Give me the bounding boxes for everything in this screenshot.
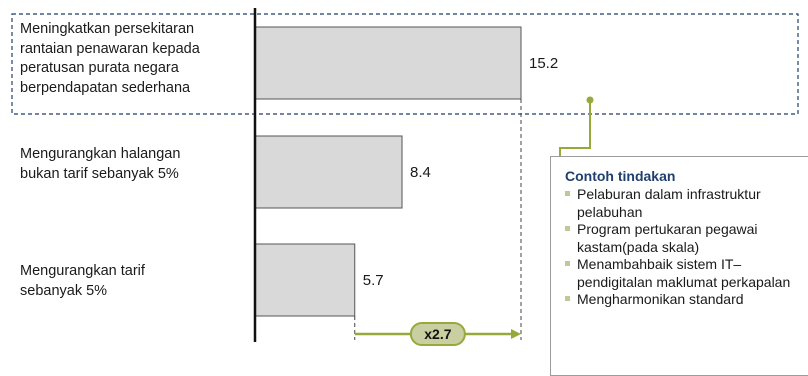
category-label-non-tariff: Mengurangkan halangan bukan tarif sebany… xyxy=(20,146,181,182)
bar-non-tariff xyxy=(254,135,403,209)
arrow-head-icon xyxy=(511,329,521,339)
multiplier-badge xyxy=(409,322,466,346)
callout-item: Menambahbaik sistem IT– pendigitalan mak… xyxy=(565,256,808,291)
callout-item-text: Mengharmonikan standard xyxy=(577,291,744,307)
callout-item-text: Pelaburan dalam infrastruktur pelabuhan xyxy=(577,186,761,220)
bullet-icon xyxy=(565,191,570,196)
value-label-non-tariff: 8.4 xyxy=(410,164,431,181)
callout-item: Program pertukaran pegawai kastam(pada s… xyxy=(565,221,808,256)
highlight-box xyxy=(11,13,799,115)
bar-tariff xyxy=(254,243,356,317)
multiplier-label: x2.7 xyxy=(424,326,451,342)
bar-chart: 15.2 8.4 5.7 x2.7 xyxy=(11,8,799,346)
callout-item-text: Program pertukaran pegawai kastam(pada s… xyxy=(577,221,758,255)
value-label-tariff: 5.7 xyxy=(363,272,384,289)
bullet-icon xyxy=(565,226,570,231)
category-label-supply-chain: Meningkatkan persekitaran rantaian penaw… xyxy=(20,21,200,96)
chart-container: 15.2 8.4 5.7 x2.7 Meningkatkan persekitaran… xyxy=(11,8,808,376)
callout-item: Pelaburan dalam infrastruktur pelabuhan xyxy=(565,186,808,221)
callout-title: Contoh tindakan xyxy=(565,168,676,184)
example-actions-callout: Contoh tindakan Pelaburan dalam infrastr… xyxy=(550,156,808,376)
value-label-supply-chain: 15.2 xyxy=(529,55,558,72)
bullet-icon xyxy=(565,261,570,266)
bar-supply-chain xyxy=(254,26,522,100)
category-label-tariff: Mengurangkan tarif sebanyak 5% xyxy=(20,263,145,299)
callout-item-text: Menambahbaik sistem IT– pendigitalan mak… xyxy=(577,256,791,290)
bullet-icon xyxy=(565,296,570,301)
callout-item: Mengharmonikan standard xyxy=(565,291,808,309)
connector-line xyxy=(559,100,591,156)
callout-list: Pelaburan dalam infrastruktur pelabuhan … xyxy=(565,186,808,309)
